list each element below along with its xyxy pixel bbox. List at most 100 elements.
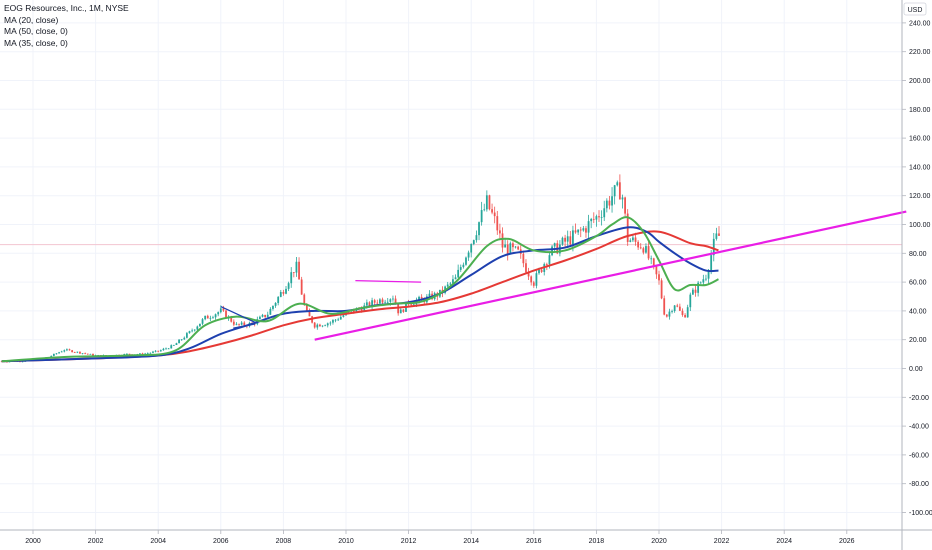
- candle-body: [232, 321, 235, 325]
- currency-label: USD: [908, 7, 923, 14]
- candle-body: [365, 302, 368, 306]
- candle-body: [624, 197, 626, 214]
- candle-body: [538, 269, 540, 274]
- ma-20-line: [1, 216, 719, 363]
- candle-body: [658, 274, 660, 281]
- candle-body: [472, 240, 475, 245]
- annotation-line: [233, 323, 256, 329]
- candle-body: [712, 238, 715, 256]
- candle-body: [326, 323, 329, 326]
- candle-body: [663, 298, 666, 315]
- candle-body: [217, 312, 220, 315]
- candle-body: [201, 319, 204, 324]
- x-tick-label: 2024: [776, 538, 792, 545]
- candle-body: [84, 353, 87, 355]
- x-tick-label: 2016: [526, 538, 542, 545]
- y-tick-label: -80.00: [909, 481, 929, 488]
- candle-body: [454, 277, 457, 280]
- candle-body: [287, 283, 290, 289]
- candle-body: [412, 304, 415, 306]
- candle-body: [399, 309, 402, 314]
- candle-body: [123, 353, 126, 356]
- time-axis[interactable]: 2000 2002 2004 2006 2008 2010 2012 2014 2016 2018…: [25, 530, 855, 545]
- candle-body: [81, 353, 84, 355]
- candle-body: [587, 221, 590, 233]
- candle-body: [199, 323, 201, 327]
- ma-50-legend[interactable]: MA (50, close, 0): [4, 26, 68, 36]
- candle-body: [274, 302, 277, 306]
- candle-body: [600, 217, 603, 219]
- ma-20-legend[interactable]: MA (20, close): [4, 14, 59, 25]
- candle-body: [305, 304, 308, 311]
- candle-body: [282, 292, 285, 294]
- x-tick-label: 2006: [213, 538, 229, 545]
- candle-body: [579, 229, 582, 231]
- candle-body: [92, 353, 94, 356]
- candle-body: [300, 279, 303, 295]
- candle-body: [697, 282, 700, 293]
- symbol-title[interactable]: EOG Resources, Inc., 1M, NYSE: [4, 3, 129, 13]
- candle-body: [206, 315, 209, 319]
- candle-body: [172, 345, 175, 346]
- candle-body: [527, 272, 530, 277]
- candle-body: [478, 222, 480, 236]
- y-tick-label: 60.00: [909, 280, 927, 287]
- candle-body: [465, 257, 467, 265]
- candle-body: [566, 236, 569, 242]
- candle-body: [230, 316, 233, 322]
- currency-badge[interactable]: USD: [903, 2, 927, 16]
- candle-body: [55, 353, 58, 355]
- candle-body: [650, 258, 653, 260]
- candle-body: [269, 308, 272, 315]
- candle-body: [496, 216, 499, 231]
- candle-body: [204, 315, 207, 320]
- candle-body: [480, 210, 483, 223]
- ma-35-legend[interactable]: MA (35, close, 0): [4, 37, 68, 48]
- candle-body: [428, 293, 431, 297]
- candle-body: [60, 351, 63, 353]
- candle-body: [219, 308, 222, 313]
- candle-body: [525, 263, 527, 273]
- candle-body: [512, 243, 514, 248]
- x-tick-label: 2002: [88, 538, 104, 545]
- candle-body: [58, 352, 60, 354]
- candle-body: [86, 353, 89, 355]
- candle-body: [673, 305, 676, 312]
- x-tick-label: 2004: [150, 538, 166, 545]
- candle-body: [298, 261, 300, 280]
- x-tick-label: 2020: [651, 538, 667, 545]
- candle-body: [504, 244, 507, 248]
- ma-35-line: [1, 226, 719, 363]
- candle-body: [165, 348, 167, 350]
- candle-body: [616, 182, 619, 186]
- candle-body: [295, 261, 298, 273]
- x-tick-label: 2022: [714, 538, 730, 545]
- drawing-annotations[interactable]: [220, 280, 422, 329]
- candle-body: [595, 216, 598, 220]
- candle-body: [279, 292, 282, 297]
- price-axis[interactable]: 240.00 220.00 200.00 180.00 160.00 140.00 120.…: [902, 20, 932, 517]
- candle-body: [509, 243, 512, 254]
- candle-body: [647, 246, 650, 259]
- candle-body: [379, 299, 381, 304]
- candle-body: [337, 319, 340, 321]
- candle-body: [668, 311, 671, 317]
- candle-body: [488, 195, 491, 210]
- trend-line[interactable]: [314, 210, 907, 341]
- candle-body: [652, 258, 655, 266]
- candles: [0, 174, 720, 363]
- y-tick-label: 80.00: [909, 251, 927, 258]
- candle-body: [498, 230, 501, 234]
- candle-body: [561, 237, 564, 245]
- candle-body: [303, 294, 306, 305]
- candle-body: [285, 288, 287, 294]
- candle-body: [671, 311, 673, 312]
- y-tick-label: 160.00: [909, 136, 931, 143]
- x-tick-label: 2012: [401, 538, 417, 545]
- candle-body: [530, 276, 533, 283]
- y-tick-label: 120.00: [909, 193, 931, 200]
- candle-body: [517, 246, 520, 250]
- y-tick-label: 20.00: [909, 337, 927, 344]
- x-tick-label: 2000: [25, 538, 41, 545]
